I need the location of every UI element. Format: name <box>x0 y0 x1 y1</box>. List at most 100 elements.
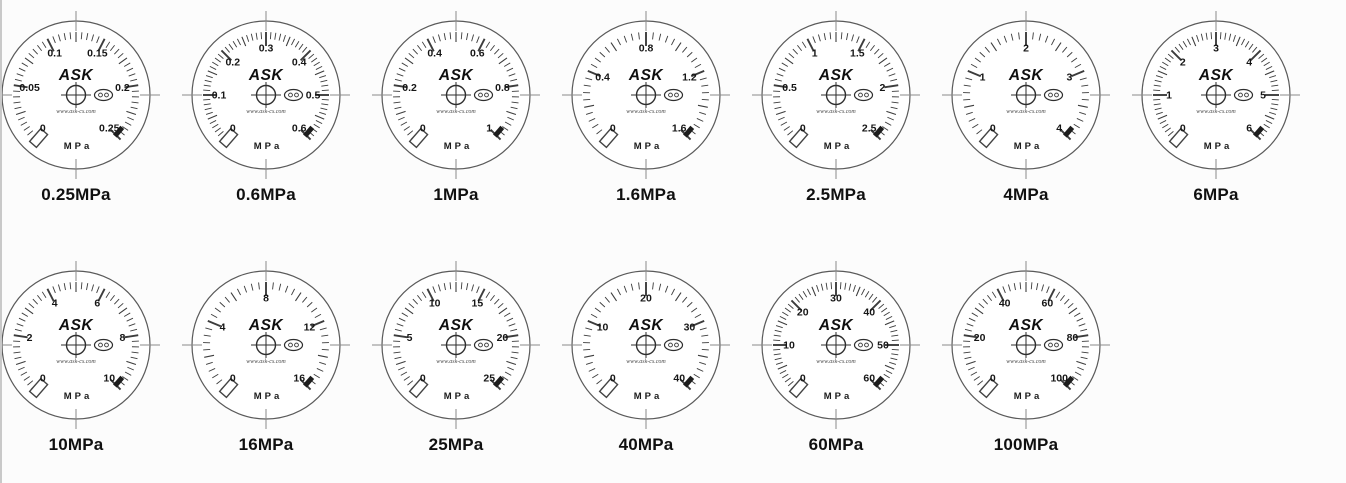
gauge-dial-svg: 0 0.05 0.1 0.15 0.2 0.25 ASK www.ask-cs.com MPa <box>2 11 160 179</box>
scale-label: 0 <box>230 123 236 135</box>
scale-end-marker <box>302 125 315 138</box>
gauge: 0 1 2 3 4 5 6 ASK www.ask-cs.com MPa 6MPa <box>1132 5 1300 205</box>
registration-marks <box>2 11 160 179</box>
crosshair-icon <box>441 82 471 108</box>
zero-stop-marker <box>1168 127 1189 149</box>
scale-label: 100 <box>1050 373 1068 385</box>
unit-label: MPa <box>634 141 663 152</box>
zero-stop-marker <box>218 127 239 149</box>
scale-label: 2 <box>1180 56 1186 68</box>
scale-label: 0.8 <box>639 43 654 55</box>
scale-label: 1 <box>812 48 818 60</box>
crosshair-icon <box>631 82 661 108</box>
unit-label: MPa <box>1014 391 1043 402</box>
gauge-dial-svg: 0 10 20 30 40 50 60 ASK www.ask-cs.com MPa <box>752 261 920 429</box>
oval-badge-icon <box>1043 88 1064 102</box>
scale-end-marker <box>872 125 885 138</box>
scale-label: 1 <box>1166 90 1172 102</box>
gauge-dial-svg: 0 0.2 0.4 0.6 0.8 1 ASK www.ask-cs.com MPa <box>372 11 540 179</box>
crosshair-icon <box>821 332 851 358</box>
zero-stop-marker <box>978 377 999 399</box>
scale-label: 4 <box>1056 123 1062 135</box>
scale-label: 0.5 <box>306 90 321 102</box>
website-text: www.ask-cs.com <box>816 359 856 365</box>
brand-logo: ASK <box>1008 67 1045 84</box>
gauge-dial-svg: 0 5 10 15 20 25 ASK www.ask-cs.com MPa <box>372 261 540 429</box>
gauge-dial-svg: 0 1 2 3 4 5 6 ASK www.ask-cs.com MPa <box>1132 11 1300 179</box>
brand-logo: ASK <box>818 67 855 84</box>
gauge-range-label: 6MPa <box>1193 185 1239 204</box>
tick-ring <box>203 32 329 141</box>
scale-label: 50 <box>877 340 889 352</box>
zero-stop-marker <box>598 377 619 399</box>
gauge-dial-svg: 0 0.4 0.8 1.2 1.6 ASK www.ask-cs.com MPa <box>562 11 730 179</box>
oval-badge-icon <box>663 88 684 102</box>
scale-end-marker <box>302 375 315 388</box>
scale-end-marker <box>1062 125 1075 138</box>
scale-label: 0.2 <box>115 82 130 94</box>
crosshair-icon <box>441 332 471 358</box>
unit-label: MPa <box>64 391 93 402</box>
unit-label: MPa <box>824 391 853 402</box>
oval-badge-icon <box>283 338 304 352</box>
oval-badge-icon <box>1043 338 1064 352</box>
unit-label: MPa <box>254 391 283 402</box>
scale-label: 15 <box>471 298 483 310</box>
scale-label: 10 <box>783 340 795 352</box>
website-text: www.ask-cs.com <box>246 359 286 365</box>
scale-label: 0.8 <box>495 82 510 94</box>
gauge-range-label: 40MPa <box>618 435 674 454</box>
scale-label: 8 <box>119 332 125 344</box>
oval-badge-icon <box>853 88 874 102</box>
scale-label: 6 <box>94 298 100 310</box>
scale-label: 3 <box>1067 72 1073 84</box>
gauge: 0 0.1 0.2 0.3 0.4 0.5 0.6 ASK www.ask-cs.com MPa 0… <box>182 5 350 205</box>
website-text: www.ask-cs.com <box>436 109 476 115</box>
gauge: 0 20 40 60 80 100 ASK www.ask-cs.com MPa 100MPa <box>942 255 1110 455</box>
scale-label: 30 <box>684 322 696 334</box>
scale-label: 0 <box>990 123 996 135</box>
scale-label: 6 <box>1246 123 1252 135</box>
unit-label: MPa <box>1014 141 1043 152</box>
scale-label: 20 <box>497 332 509 344</box>
gauge-dial-svg: 0 20 40 60 80 100 ASK www.ask-cs.com MPa <box>942 261 1110 429</box>
tick-ring <box>963 32 1089 141</box>
crosshair-icon <box>821 82 851 108</box>
scale-label: 0.2 <box>402 82 417 94</box>
oval-badge-icon <box>93 338 114 352</box>
gauge-range-label: 100MPa <box>993 435 1059 454</box>
brand-logo: ASK <box>1008 317 1045 334</box>
website-text: www.ask-cs.com <box>1196 109 1236 115</box>
scale-label: 0 <box>610 123 616 135</box>
scale-label: 10 <box>597 322 609 334</box>
registration-marks <box>372 11 540 179</box>
gauge: 0 0.5 1 1.5 2 2.5 ASK www.ask-cs.com MPa 2.5MPa <box>752 5 920 205</box>
scale-end-marker <box>682 375 695 388</box>
scale-label: 3 <box>1213 43 1219 55</box>
unit-label: MPa <box>444 391 473 402</box>
registration-marks <box>2 261 160 429</box>
gauge-range-label: 1.6MPa <box>616 185 676 204</box>
oval-badge-icon <box>473 88 494 102</box>
gauge-dial-svg: 0 4 8 12 16 ASK www.ask-cs.com MPa <box>182 261 350 429</box>
crosshair-icon <box>1011 332 1041 358</box>
scale-label: 0.4 <box>292 56 307 68</box>
scale-label: 0.25 <box>99 123 120 135</box>
scale-label: 1.6 <box>672 123 687 135</box>
website-text: www.ask-cs.com <box>626 359 666 365</box>
registration-marks <box>1132 11 1300 179</box>
gauge-range-label: 60MPa <box>808 435 864 454</box>
tick-ring <box>1153 32 1279 141</box>
gauge-row-2: 0 2 4 6 8 10 ASK www.ask-cs.com MPa 10MPa 0 4 8 12 16 A… <box>2 255 1110 455</box>
tick-ring <box>203 282 329 391</box>
scale-label: 0.3 <box>259 43 274 55</box>
oval-badge-icon <box>283 88 304 102</box>
brand-logo: ASK <box>818 317 855 334</box>
oval-badge-icon <box>1233 88 1254 102</box>
scale-label: 0.05 <box>19 82 40 94</box>
scale-label: 4 <box>220 322 226 334</box>
zero-stop-marker <box>598 127 619 149</box>
zero-stop-marker <box>978 127 999 149</box>
website-text: www.ask-cs.com <box>626 109 666 115</box>
scale-label: 1 <box>486 123 492 135</box>
